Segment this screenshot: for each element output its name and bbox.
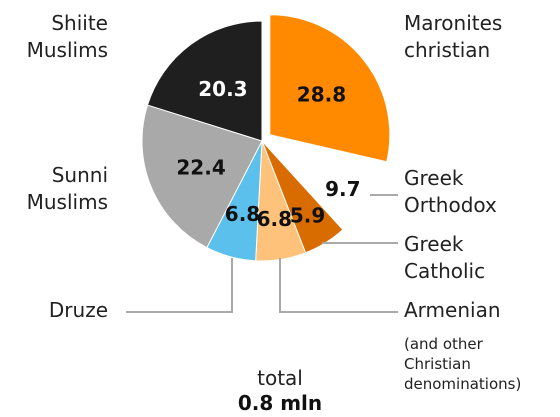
- pie-slice-maronites-christian: [269, 14, 391, 163]
- total-value: 0.8 mln: [237, 391, 323, 415]
- label-greek-orthodox: Greek Orthodox: [404, 166, 497, 217]
- label-shiite-muslims: Shiite Muslims: [26, 11, 108, 62]
- label-maronites-christian: Maronites christian: [404, 11, 503, 62]
- label-armenian: Armenian: [404, 298, 501, 322]
- label-sunni-muslims: Sunni Muslims: [26, 163, 108, 214]
- pie-slice-shiite-muslims: [146, 20, 263, 142]
- value-label-20.3: 20.3: [198, 77, 247, 101]
- leader-armenian: [279, 258, 398, 313]
- note-other-christian: (and other Christian denominations): [404, 335, 522, 393]
- label-greek-catholic: Greek Catholic: [404, 232, 486, 283]
- value-label-5.9: 5.9: [290, 203, 325, 227]
- value-label-9.7: 9.7: [325, 177, 360, 201]
- value-label-22.4: 22.4: [176, 155, 225, 179]
- value-label-6.8: 6.8: [257, 207, 292, 231]
- leader-druze: [126, 258, 233, 313]
- total-label: total: [257, 366, 303, 390]
- value-label-28.8: 28.8: [297, 83, 346, 107]
- value-label-6.8: 6.8: [225, 202, 260, 226]
- label-druze: Druze: [48, 298, 108, 322]
- pie-slice-sunni-muslims: [141, 104, 263, 249]
